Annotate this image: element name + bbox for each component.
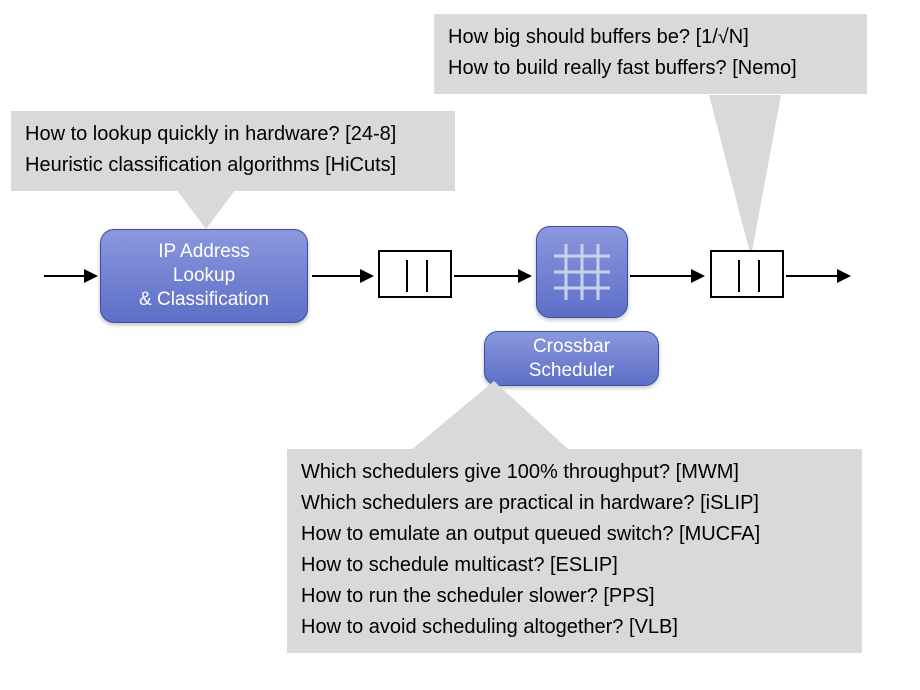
callout-buffers: How big should buffers be? [1/√N] How to…: [434, 14, 867, 94]
arrow-1-head: [84, 269, 98, 283]
callout-scheduler-line2: Which schedulers are practical in hardwa…: [301, 488, 848, 519]
callout-scheduler: Which schedulers give 100% throughput? […: [287, 449, 862, 653]
node-scheduler-line2: Scheduler: [529, 359, 615, 383]
node-scheduler-line1: Crossbar: [533, 335, 610, 359]
callout-lookup-line2: Heuristic classification algorithms [HiC…: [25, 150, 441, 181]
callout-buffers-line2: How to build really fast buffers? [Nemo]: [448, 53, 853, 84]
node-lookup-line1: IP Address: [158, 240, 250, 264]
arrow-3: [454, 275, 520, 277]
callout-lookup-pointer: [176, 189, 236, 229]
node-crossbar: [536, 226, 628, 318]
buffer-1: [378, 250, 452, 298]
arrow-4-head: [691, 269, 705, 283]
callout-lookup: How to lookup quickly in hardware? [24-8…: [11, 111, 455, 191]
callout-scheduler-line1: Which schedulers give 100% throughput? […: [301, 457, 848, 488]
arrow-1: [44, 275, 86, 277]
arrow-4: [630, 275, 693, 277]
arrow-2: [312, 275, 362, 277]
crossbar-grid-icon: [554, 244, 610, 300]
callout-scheduler-line3: How to emulate an output queued switch? …: [301, 519, 848, 550]
callout-scheduler-line4: How to schedule multicast? [ESLIP]: [301, 550, 848, 581]
arrow-5: [786, 275, 839, 277]
arrow-5-head: [837, 269, 851, 283]
node-scheduler: Crossbar Scheduler: [484, 331, 659, 386]
buffer-2: [710, 250, 784, 298]
callout-scheduler-pointer: [410, 381, 570, 451]
callout-buffers-pointer: [700, 95, 790, 257]
node-lookup-line2: Lookup: [173, 264, 235, 288]
callout-lookup-line1: How to lookup quickly in hardware? [24-8…: [25, 119, 441, 150]
node-lookup: IP Address Lookup & Classification: [100, 229, 308, 323]
callout-scheduler-line5: How to run the scheduler slower? [PPS]: [301, 581, 848, 612]
arrow-3-head: [518, 269, 532, 283]
node-lookup-line3: & Classification: [139, 288, 269, 312]
callout-scheduler-line6: How to avoid scheduling altogether? [VLB…: [301, 612, 848, 643]
arrow-2-head: [360, 269, 374, 283]
callout-buffers-line1: How big should buffers be? [1/√N]: [448, 22, 853, 53]
